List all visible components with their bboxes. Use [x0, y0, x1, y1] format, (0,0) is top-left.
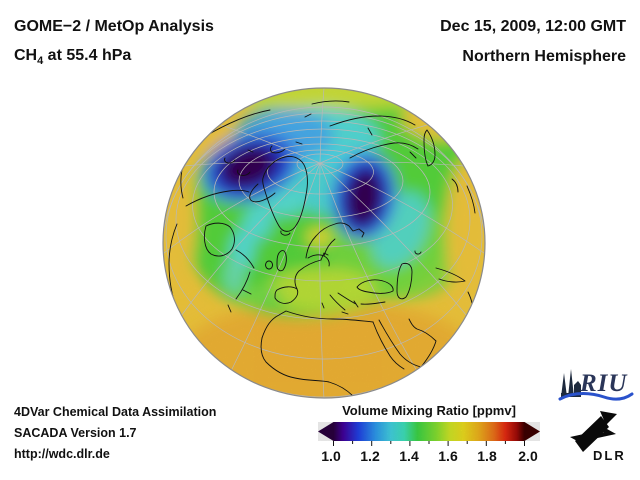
globe-limb [162, 87, 486, 399]
datetime-label: Dec 15, 2009, 12:00 GMT [440, 18, 626, 35]
dlr-logo-text: DLR [593, 448, 626, 463]
url-label: http://wdc.dlr.de [14, 447, 110, 461]
species-subscript: 4 [37, 55, 44, 68]
colorbar-tick-1.0: 1.0 [321, 448, 341, 464]
graticule [163, 88, 485, 398]
colorbar-title: Volume Mixing Ratio [ppmv] [342, 403, 516, 418]
riu-logo [558, 369, 634, 401]
plot-title-line1: GOME−2 / MetOp Analysis [14, 18, 214, 35]
coastlines [168, 100, 476, 397]
colorbar-tick-1.2: 1.2 [360, 448, 380, 464]
riu-logo-text: RIU [580, 370, 628, 397]
colorbar [318, 422, 540, 446]
globe-map [162, 87, 486, 399]
dlr-logo-icon [570, 411, 617, 452]
colorbar-tick-1.4: 1.4 [399, 448, 419, 464]
field-noise-texture [163, 88, 485, 398]
colorbar-tick-1.8: 1.8 [477, 448, 497, 464]
version-label: SACADA Version 1.7 [14, 426, 137, 440]
species-label: CH [14, 47, 38, 64]
colorbar-tick-1.6: 1.6 [438, 448, 458, 464]
colorbar-noise [318, 422, 540, 441]
colorbar-tick-2.0: 2.0 [518, 448, 538, 464]
riu-wave-icon [558, 392, 634, 401]
plot-title-line2: CH4 at 55.4 hPa [14, 48, 131, 67]
assimilation-label: 4DVar Chemical Data Assimilation [14, 405, 217, 419]
hemisphere-label: Northern Hemisphere [462, 48, 626, 65]
pressure-level-label: at 55.4 hPa [43, 47, 132, 64]
colorbar-ticks [333, 441, 525, 446]
